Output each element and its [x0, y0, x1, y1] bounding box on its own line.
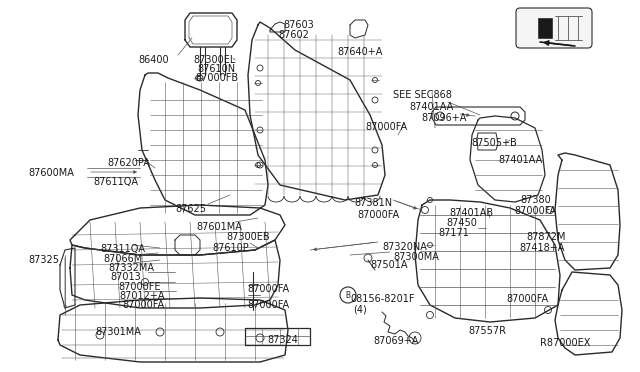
- Text: 87171: 87171: [438, 228, 469, 238]
- Text: 87324: 87324: [267, 335, 298, 345]
- Text: 87602: 87602: [278, 30, 309, 40]
- Text: 87012+A: 87012+A: [119, 291, 164, 301]
- Bar: [538, 18, 552, 38]
- Text: 87620PA: 87620PA: [107, 158, 150, 168]
- Text: 87611QA: 87611QA: [93, 177, 138, 187]
- Text: 87332MA: 87332MA: [108, 263, 154, 273]
- Text: 08156-8201F: 08156-8201F: [350, 294, 415, 304]
- Text: 87418+A: 87418+A: [519, 243, 564, 253]
- Text: 87000FA: 87000FA: [122, 300, 164, 310]
- FancyBboxPatch shape: [516, 8, 592, 48]
- Text: R87000EX: R87000EX: [540, 338, 590, 348]
- Text: 87000FA: 87000FA: [506, 294, 548, 304]
- Text: 87610P: 87610P: [212, 243, 249, 253]
- Text: 87401AB: 87401AB: [449, 208, 493, 218]
- Text: B: B: [346, 291, 351, 299]
- Text: 87300EL: 87300EL: [193, 55, 236, 65]
- Text: 87000FA: 87000FA: [514, 206, 556, 216]
- Text: (4): (4): [353, 304, 367, 314]
- Text: SEE SEC868: SEE SEC868: [393, 90, 452, 100]
- Text: 87380: 87380: [520, 195, 551, 205]
- Text: 87325: 87325: [28, 255, 59, 265]
- Text: 87000FA: 87000FA: [247, 284, 289, 294]
- Text: 87600MA: 87600MA: [28, 168, 74, 178]
- Text: 87320NA: 87320NA: [382, 242, 427, 252]
- Text: 87601MA: 87601MA: [196, 222, 242, 232]
- Text: 87401AA: 87401AA: [498, 155, 542, 165]
- Text: 87603: 87603: [283, 20, 314, 30]
- Text: 87640+A: 87640+A: [337, 47, 382, 57]
- Text: 87557R: 87557R: [468, 326, 506, 336]
- Text: 87501A: 87501A: [370, 260, 408, 270]
- Text: 87301MA: 87301MA: [95, 327, 141, 337]
- Text: 87000FB: 87000FB: [195, 73, 238, 83]
- Text: 87300MA: 87300MA: [393, 252, 439, 262]
- Text: 87069+A: 87069+A: [373, 336, 419, 346]
- Text: 87311QA: 87311QA: [100, 244, 145, 254]
- Text: 87013: 87013: [110, 272, 141, 282]
- Text: 87381N: 87381N: [354, 198, 392, 208]
- Text: 87610N: 87610N: [197, 64, 235, 74]
- Text: 87450: 87450: [446, 218, 477, 228]
- Text: 87000FA: 87000FA: [365, 122, 407, 132]
- Text: 87625: 87625: [175, 204, 206, 214]
- Text: 86400: 86400: [138, 55, 168, 65]
- Text: 87872M: 87872M: [526, 232, 566, 242]
- Text: 87096+A: 87096+A: [421, 113, 467, 123]
- Text: 87000FA: 87000FA: [357, 210, 399, 220]
- Text: 87000FA: 87000FA: [247, 300, 289, 310]
- Text: 87401AA: 87401AA: [409, 102, 453, 112]
- Text: 87505+B: 87505+B: [471, 138, 516, 148]
- Text: 87066M: 87066M: [103, 254, 142, 264]
- Text: 87300EB: 87300EB: [226, 232, 269, 242]
- Text: 87000FE: 87000FE: [118, 282, 161, 292]
